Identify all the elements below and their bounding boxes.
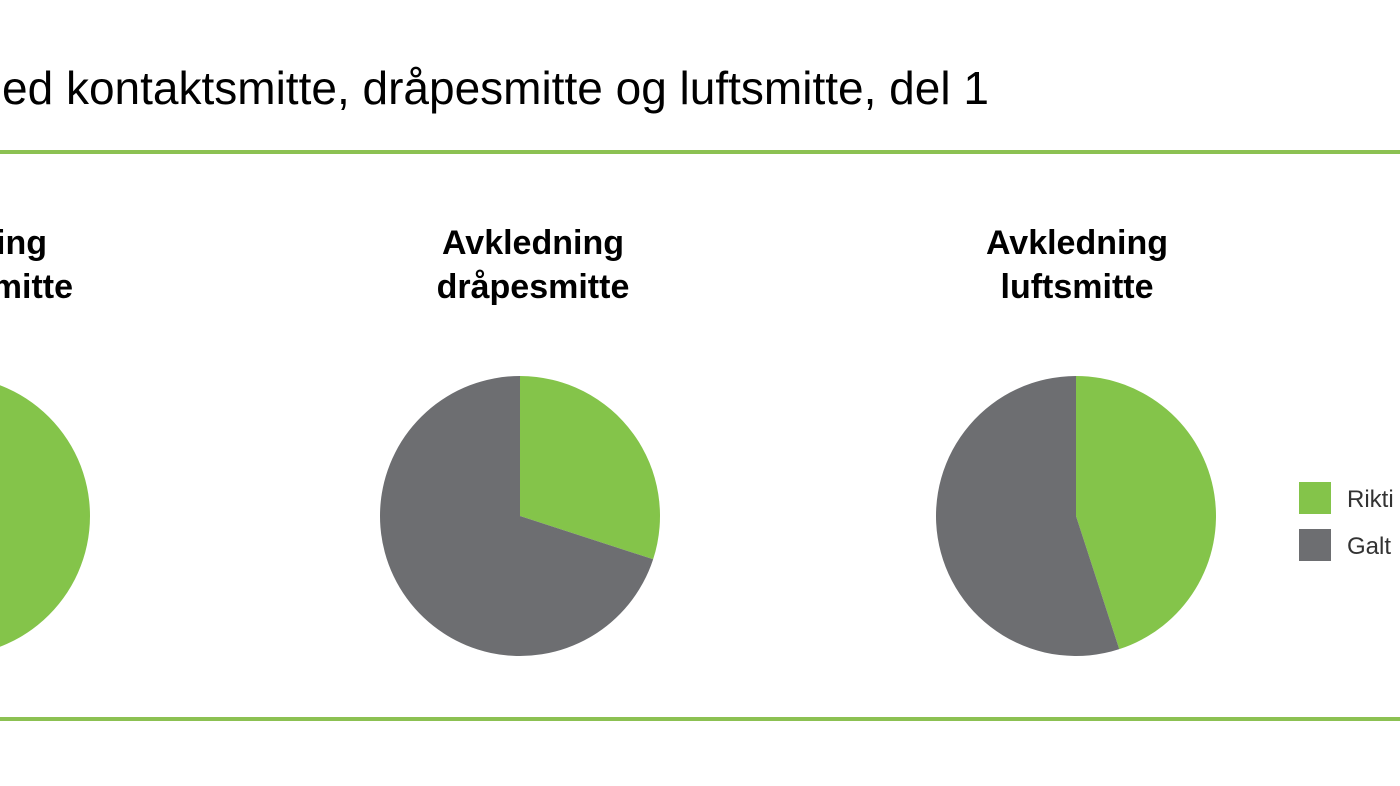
legend-label: Galt <box>1347 533 1391 560</box>
pie-slice <box>0 385 90 647</box>
divider <box>0 150 1400 154</box>
pie-slice <box>379 376 654 656</box>
pie-slice <box>1076 376 1216 650</box>
pie-slice <box>520 376 660 560</box>
slide-title: ed kontaktsmitte, dråpesmitte og luftsmi… <box>2 62 989 114</box>
chart-title: mitte <box>0 268 73 306</box>
legend-label: Rikti <box>1347 486 1394 513</box>
chart-title: Avkledning <box>986 224 1168 262</box>
chart-title: Avkledning <box>442 224 624 262</box>
legend-swatch <box>1299 482 1331 514</box>
divider <box>0 717 1400 721</box>
legend-swatch <box>1299 529 1331 561</box>
chart-title: ing <box>0 224 47 262</box>
chart-title: luftsmitte <box>1001 268 1154 306</box>
pie-slice <box>935 376 1120 656</box>
chart-title: dråpesmitte <box>437 268 630 306</box>
